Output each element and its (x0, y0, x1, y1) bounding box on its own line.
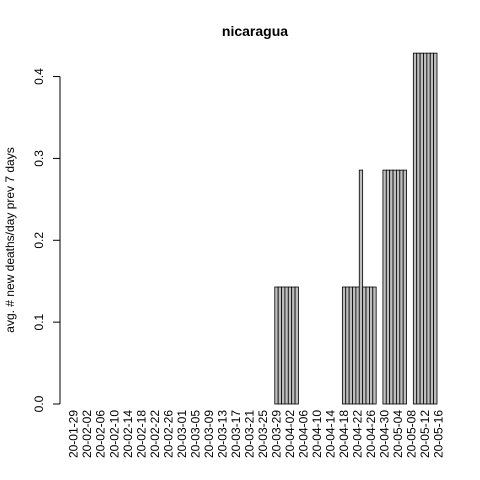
x-tick-label: 20-04-06 (297, 410, 311, 458)
x-tick-label: 20-03-21 (242, 410, 256, 458)
x-tick-label: 20-01-29 (67, 410, 81, 458)
x-tick-label: 20-02-10 (107, 410, 121, 458)
bar (349, 287, 352, 404)
x-tick-label: 20-04-22 (351, 410, 365, 458)
x-tick-label: 20-02-02 (80, 410, 94, 458)
x-tick-label: 20-03-29 (269, 410, 283, 458)
bar (434, 53, 437, 404)
y-tick-label: 0.1 (32, 313, 46, 330)
x-tick-label: 20-02-06 (94, 410, 108, 458)
bar (417, 53, 420, 404)
bar (295, 287, 298, 404)
bar (353, 287, 356, 404)
x-tick-label: 20-02-14 (121, 410, 135, 458)
y-tick-label: 0.2 (32, 232, 46, 249)
bars (275, 53, 437, 404)
bar (292, 287, 295, 404)
x-tick-label: 20-04-10 (310, 410, 324, 458)
bar (369, 287, 372, 404)
bar (282, 287, 285, 404)
bar (393, 170, 396, 404)
bar (396, 170, 399, 404)
bar (413, 53, 416, 404)
y-axis: 0.0 0.1 0.2 0.3 0.4 (32, 68, 60, 412)
bar (275, 287, 278, 404)
x-tick-label: 20-02-22 (148, 410, 162, 458)
y-tick-label: 0.3 (32, 150, 46, 167)
bar (346, 287, 349, 404)
bar (363, 287, 366, 404)
x-tick-label: 20-03-09 (202, 410, 216, 458)
x-tick-label: 20-05-04 (391, 410, 405, 458)
bar (423, 53, 426, 404)
x-tick-label: 20-05-16 (432, 410, 446, 458)
bar (430, 53, 433, 404)
bar (342, 287, 345, 404)
bar (278, 287, 281, 404)
x-tick-label: 20-03-17 (229, 410, 243, 458)
x-tick-label: 20-04-14 (324, 410, 338, 458)
x-tick-label: 20-05-08 (405, 410, 419, 458)
x-tick-label: 20-02-26 (161, 410, 175, 458)
y-tick-label: 0.4 (32, 68, 46, 85)
bar (366, 287, 369, 404)
x-tick-label: 20-04-18 (337, 410, 351, 458)
bar (400, 170, 403, 404)
y-axis-label: avg. # new deaths/day prev 7 days (3, 147, 17, 332)
bar (285, 287, 288, 404)
x-axis: 20-01-29 20-02-02 20-02-06 20-02-10 20-02-14… (67, 410, 446, 458)
x-tick-label: 20-04-30 (378, 410, 392, 458)
bar (288, 287, 291, 404)
y-tick-label: 0.0 (32, 395, 46, 412)
x-tick-label: 20-04-26 (364, 410, 378, 458)
bar (373, 287, 376, 404)
bar (359, 170, 362, 404)
bar (390, 170, 393, 404)
bar (383, 170, 386, 404)
bar (386, 170, 389, 404)
chart-title: nicaragua (222, 23, 288, 39)
bar (356, 287, 359, 404)
x-tick-label: 20-03-05 (188, 410, 202, 458)
x-tick-label: 20-03-13 (215, 410, 229, 458)
x-tick-label: 20-05-12 (418, 410, 432, 458)
bar (427, 53, 430, 404)
x-tick-label: 20-03-01 (175, 410, 189, 458)
bar (403, 170, 406, 404)
bar (420, 53, 423, 404)
x-tick-label: 20-04-02 (283, 410, 297, 458)
x-tick-label: 20-03-25 (256, 410, 270, 458)
x-tick-label: 20-02-18 (134, 410, 148, 458)
